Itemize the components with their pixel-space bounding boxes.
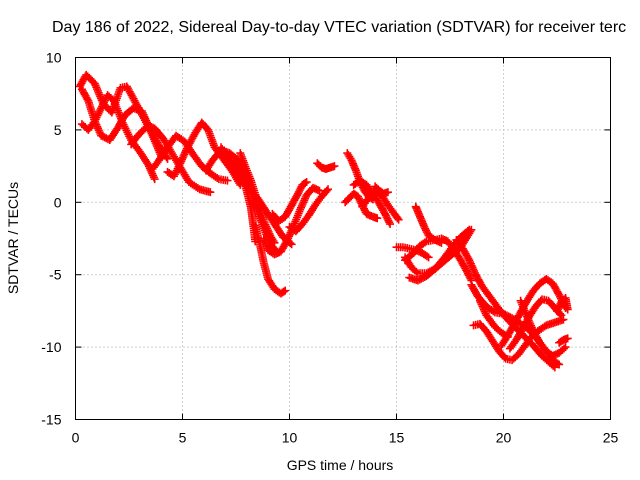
data-point — [330, 162, 339, 171]
x-tick-label: 5 — [179, 430, 187, 446]
data-point — [555, 360, 564, 369]
chart-axes: 0 5 10 15 20 25 -15 -10 -5 0 5 10 — [41, 50, 618, 446]
series-arc-5 — [148, 131, 232, 185]
series-arc-11 — [251, 221, 290, 298]
data-point — [557, 311, 566, 320]
series-arc-15 — [313, 159, 339, 173]
series-arc-4 — [127, 121, 215, 197]
chart-grid — [75, 57, 611, 420]
data-point — [287, 240, 296, 249]
data-point — [150, 175, 159, 184]
series-arc-3 — [77, 85, 172, 163]
x-tick-label: 20 — [496, 430, 512, 446]
series-arc-20 — [371, 182, 392, 198]
data-point — [561, 343, 570, 352]
data-point — [563, 334, 572, 343]
y-axis-label: SDTVAR / TECUs — [5, 182, 21, 294]
y-tick-label: -5 — [49, 267, 62, 283]
data-point — [394, 215, 403, 224]
series-arc-33 — [553, 293, 572, 315]
data-point — [386, 220, 395, 229]
data-point — [559, 315, 568, 324]
x-tick-label: 25 — [603, 430, 619, 446]
data-point — [163, 154, 172, 163]
data-point — [270, 238, 279, 247]
series-arc-13 — [268, 178, 311, 226]
series-arc-30 — [469, 315, 568, 365]
series-arc-34 — [555, 334, 572, 347]
data-point — [383, 188, 392, 197]
series-arc-2 — [77, 91, 159, 184]
y-tick-label: 10 — [46, 50, 62, 66]
y-tick-label: -15 — [41, 412, 61, 428]
data-point — [315, 186, 324, 195]
series-arc-10 — [236, 149, 279, 247]
x-tick-label: 0 — [72, 430, 80, 446]
data-point — [302, 178, 311, 187]
chart-title: Day 186 of 2022, Sidereal Day-to-day VTE… — [52, 19, 626, 36]
data-point — [424, 253, 433, 262]
y-tick-label: -10 — [41, 339, 61, 355]
series-arc-25 — [411, 202, 476, 285]
data-point — [563, 305, 572, 314]
x-tick-label: 10 — [282, 430, 298, 446]
y-tick-label: 5 — [54, 122, 62, 138]
chart-frame — [75, 57, 611, 420]
data-point — [465, 225, 474, 234]
series-arc-14 — [285, 185, 333, 236]
data-point — [373, 214, 382, 223]
x-tick-label: 15 — [389, 430, 405, 446]
series-arc-12 — [259, 183, 324, 259]
data-point — [223, 176, 232, 185]
data-point — [281, 286, 290, 295]
data-point — [324, 185, 333, 194]
x-axis-label: GPS time / hours — [287, 457, 394, 473]
series-arc-19 — [358, 186, 403, 224]
data-point — [206, 188, 215, 197]
chart-plot-area — [75, 70, 572, 372]
y-tick-label: 0 — [54, 194, 62, 210]
